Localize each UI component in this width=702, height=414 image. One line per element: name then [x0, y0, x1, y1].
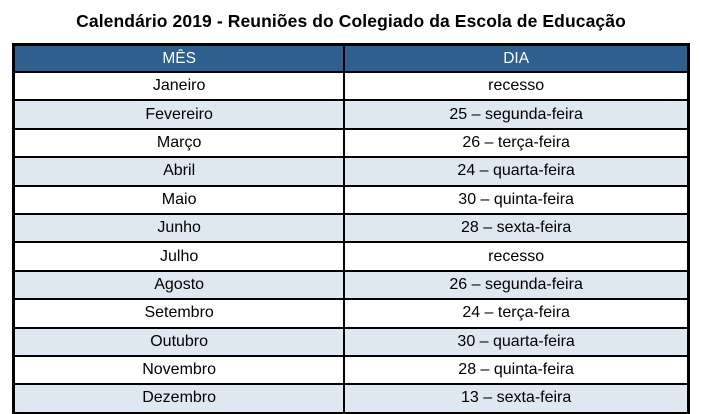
month-cell: Novembro	[12, 354, 346, 386]
day-cell: recesso	[343, 241, 690, 272]
table-row: Dezembro 13 – sexta-feira	[12, 383, 690, 414]
day-cell: 30 – quinta-feira	[343, 184, 690, 215]
page-title: Calendário 2019 - Reuniões do Colegiado …	[76, 11, 626, 31]
calendar-table: MÊS DIA Janeiro recesso Fevereiro 25 – s…	[12, 43, 690, 414]
month-cell: Junho	[12, 212, 346, 244]
day-cell: 24 – terça-feira	[343, 298, 690, 329]
month-cell: Maio	[12, 184, 346, 215]
month-cell: Agosto	[12, 269, 346, 301]
day-cell: recesso	[343, 70, 690, 102]
month-cell: Janeiro	[12, 70, 346, 102]
day-cell: 28 – quinta-feira	[343, 354, 690, 386]
day-cell: 13 – sexta-feira	[343, 383, 690, 414]
column-header-mes: MÊS	[12, 43, 346, 73]
month-cell: Outubro	[12, 326, 346, 357]
table-row: Março 26 – terça-feira	[12, 127, 690, 159]
table-row: Junho 28 – sexta-feira	[12, 212, 690, 244]
table-row: Novembro 28 – quinta-feira	[12, 354, 690, 386]
day-cell: 26 – terça-feira	[343, 127, 690, 159]
table-row: Janeiro recesso	[12, 70, 690, 102]
month-cell: Abril	[12, 156, 346, 187]
month-cell: Setembro	[12, 298, 346, 329]
table-header-row: MÊS DIA	[12, 43, 690, 73]
column-header-dia: DIA	[343, 43, 690, 73]
day-cell: 25 – segunda-feira	[343, 99, 690, 130]
day-cell: 24 – quarta-feira	[343, 156, 690, 187]
table-row: Abril 24 – quarta-feira	[12, 156, 690, 187]
day-cell: 26 – segunda-feira	[343, 269, 690, 301]
month-cell: Dezembro	[12, 383, 346, 414]
day-cell: 30 – quarta-feira	[343, 326, 690, 357]
month-cell: Julho	[12, 241, 346, 272]
table-row: Maio 30 – quinta-feira	[12, 184, 690, 215]
day-cell: 28 – sexta-feira	[343, 212, 690, 244]
month-cell: Março	[12, 127, 346, 159]
table-row: Setembro 24 – terça-feira	[12, 298, 690, 329]
month-cell: Fevereiro	[12, 99, 346, 130]
table-row: Fevereiro 25 – segunda-feira	[12, 99, 690, 130]
table-row: Outubro 30 – quarta-feira	[12, 326, 690, 357]
table-row: Julho recesso	[12, 241, 690, 272]
table-row: Agosto 26 – segunda-feira	[12, 269, 690, 301]
